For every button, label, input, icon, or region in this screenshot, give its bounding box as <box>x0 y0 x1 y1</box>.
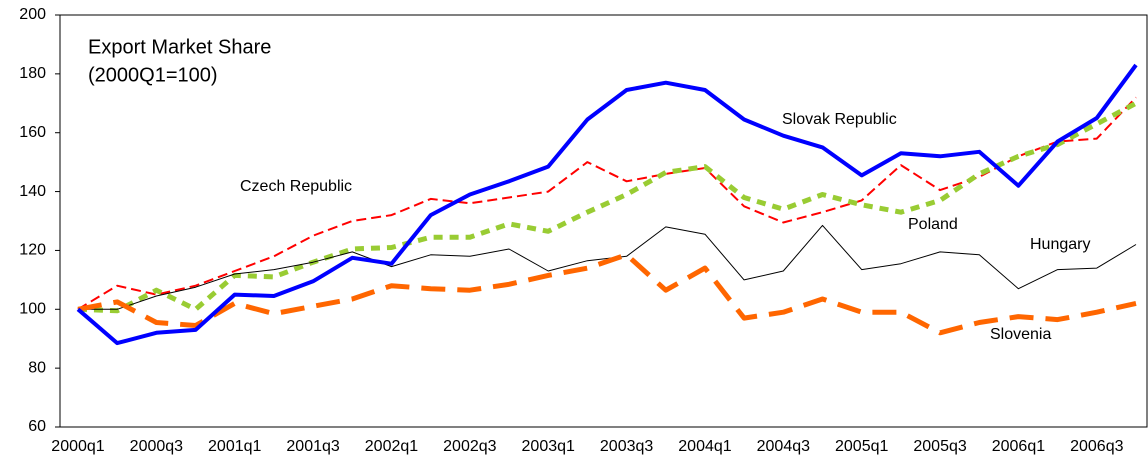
chart-subtitle: (2000Q1=100) <box>88 64 218 86</box>
x-tick-label: 2005q3 <box>913 438 966 455</box>
chart-title: Export Market Share <box>88 36 271 58</box>
y-tick-label: 140 <box>19 183 46 200</box>
series-label: Slovak Republic <box>782 111 897 128</box>
x-tick-label: 2002q1 <box>365 438 418 455</box>
x-tick-label: 2000q1 <box>51 438 104 455</box>
y-tick-label: 160 <box>19 124 46 141</box>
x-tick-label: 2006q3 <box>1070 438 1123 455</box>
y-tick-label: 80 <box>28 359 46 376</box>
series-label: Slovenia <box>990 326 1051 343</box>
series-line <box>77 96 1137 311</box>
x-tick-label: 2005q1 <box>835 438 888 455</box>
x-tick-label: 2003q3 <box>600 438 653 455</box>
series-label: Poland <box>908 216 958 233</box>
y-tick-label: 100 <box>19 301 46 318</box>
series-line <box>76 63 1138 346</box>
series-label: Czech Republic <box>240 178 352 195</box>
x-tick-label: 2006q1 <box>992 438 1045 455</box>
series-line <box>77 252 1137 336</box>
x-tick-label: 2001q3 <box>286 438 339 455</box>
y-tick-label: 60 <box>28 418 46 435</box>
y-tick-label: 200 <box>19 6 46 23</box>
x-tick-label: 2000q3 <box>130 438 183 455</box>
plot-frame <box>59 14 1148 428</box>
x-tick-label: 2003q1 <box>522 438 575 455</box>
x-tick-label: 2004q1 <box>678 438 731 455</box>
y-tick-label: 180 <box>19 65 46 82</box>
series-label: Hungary <box>1030 236 1090 253</box>
y-tick-label: 120 <box>19 242 46 259</box>
series-line <box>78 224 1137 310</box>
x-tick-label: 2002q3 <box>443 438 496 455</box>
x-tick-label: 2004q3 <box>757 438 810 455</box>
series-line <box>77 101 1138 314</box>
x-tick-label: 2001q1 <box>208 438 261 455</box>
